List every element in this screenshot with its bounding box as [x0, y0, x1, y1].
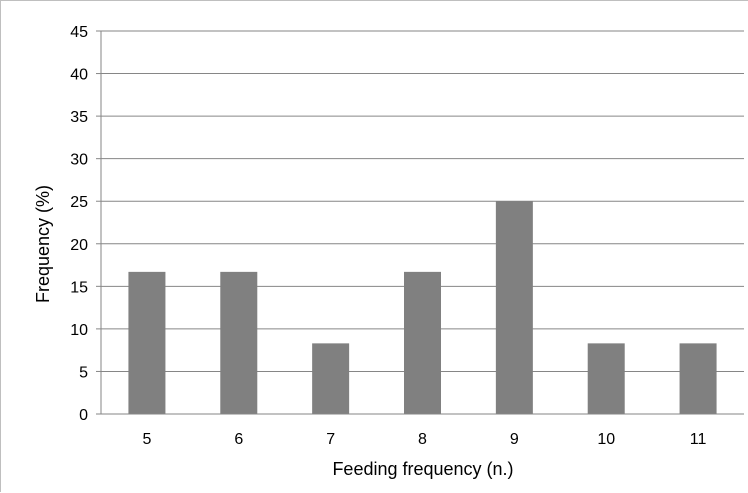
x-axis-title: Feeding frequency (n.) — [332, 459, 513, 479]
x-tick-label-10: 10 — [597, 431, 615, 448]
bar-10 — [587, 343, 625, 414]
x-tick-label-8: 8 — [418, 431, 427, 448]
y-tick-label-15: 15 — [70, 279, 88, 296]
bar-7 — [312, 343, 350, 414]
bar-9 — [495, 201, 533, 414]
x-tick-label-9: 9 — [510, 431, 519, 448]
y-tick-label-30: 30 — [70, 152, 88, 169]
x-tick-labels: 5 6 7 8 9 10 11 — [142, 431, 706, 448]
y-tick-label-0: 0 — [79, 407, 88, 424]
y-tick-label-20: 20 — [70, 237, 88, 254]
x-tick-label-11: 11 — [690, 431, 707, 448]
y-tick-label-10: 10 — [70, 322, 88, 339]
x-tick-label-5: 5 — [142, 431, 151, 448]
bar-11 — [679, 343, 717, 414]
y-tick-labels: 0 5 10 15 20 25 30 35 40 45 — [70, 24, 88, 424]
y-tick-label-5: 5 — [79, 364, 88, 381]
y-axis-title: Frequency (%) — [33, 185, 53, 303]
grid-lines — [101, 30, 744, 372]
y-tick-label-45: 45 — [70, 24, 88, 41]
x-tick-label-6: 6 — [234, 431, 243, 448]
bar-8 — [404, 271, 441, 414]
bar-6 — [220, 271, 258, 414]
y-tick-label-40: 40 — [70, 67, 88, 84]
x-tick-label-7: 7 — [326, 431, 335, 448]
bars — [128, 201, 717, 414]
y-tick-label-25: 25 — [70, 194, 88, 211]
bar-5 — [128, 271, 166, 414]
axes — [96, 30, 744, 415]
y-tick-label-35: 35 — [70, 109, 88, 126]
